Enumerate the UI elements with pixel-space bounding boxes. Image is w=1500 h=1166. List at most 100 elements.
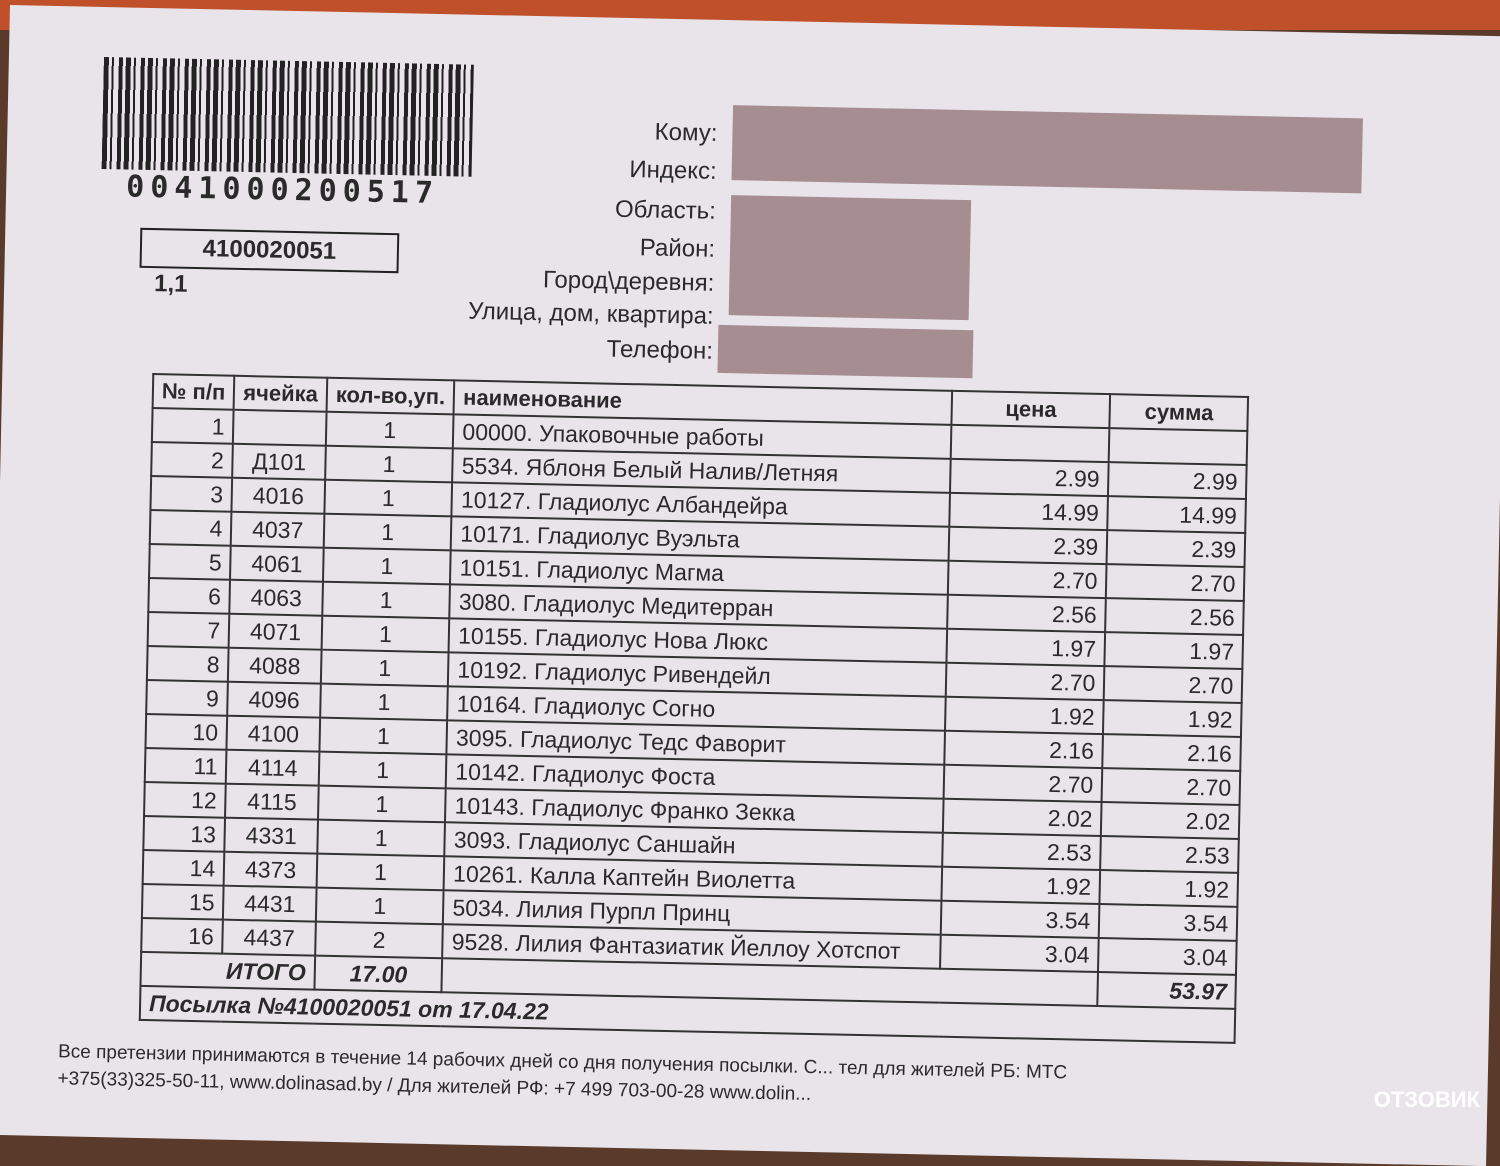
row-sum: 2.70 bbox=[1106, 564, 1245, 601]
row-number: 12 bbox=[144, 781, 227, 818]
row-cell: 4431 bbox=[223, 885, 317, 922]
row-qty: 1 bbox=[325, 411, 454, 449]
row-number: 2 bbox=[151, 442, 234, 478]
row-price: 3.54 bbox=[941, 900, 1100, 939]
row-sum: 2.02 bbox=[1101, 802, 1240, 839]
row-cell bbox=[233, 409, 327, 446]
redacted-area bbox=[728, 195, 972, 321]
row-price bbox=[950, 424, 1110, 463]
row-qty: 1 bbox=[320, 649, 449, 687]
col-number: № п/п bbox=[152, 374, 235, 410]
row-price: 2.16 bbox=[944, 730, 1104, 769]
row-number: 7 bbox=[147, 612, 230, 648]
row-cell: 4331 bbox=[224, 817, 318, 854]
row-qty: 1 bbox=[323, 513, 452, 551]
row-cell: 4061 bbox=[230, 545, 324, 582]
row-number: 9 bbox=[146, 680, 229, 716]
row-number: 3 bbox=[150, 476, 233, 512]
row-sum: 1.97 bbox=[1104, 632, 1244, 669]
row-qty: 1 bbox=[320, 683, 449, 721]
row-sum: 14.99 bbox=[1107, 496, 1247, 533]
row-price: 1.92 bbox=[945, 696, 1104, 735]
address-label: Индекс: bbox=[629, 156, 717, 185]
row-price: 2.39 bbox=[948, 526, 1108, 565]
row-qty: 1 bbox=[325, 445, 454, 483]
watermark-logo: ОТЗОВИК bbox=[1373, 1087, 1480, 1112]
row-price: 2.70 bbox=[948, 560, 1107, 599]
parcel-sub-number: 1,1 bbox=[153, 270, 188, 298]
col-qty: кол-во,уп. bbox=[326, 377, 455, 415]
row-price: 14.99 bbox=[949, 492, 1109, 531]
row-sum: 2.16 bbox=[1102, 734, 1242, 771]
row-cell: 4437 bbox=[222, 919, 316, 956]
row-number: 5 bbox=[149, 544, 232, 580]
row-qty: 1 bbox=[316, 853, 445, 891]
row-qty: 1 bbox=[324, 479, 453, 517]
row-sum: 2.53 bbox=[1100, 836, 1240, 873]
parcel-number-box: 4100020051 bbox=[139, 227, 400, 274]
row-cell: 4037 bbox=[231, 511, 325, 548]
row-cell: 4115 bbox=[225, 783, 319, 820]
row-number: 13 bbox=[143, 815, 226, 852]
col-cell: ячейка bbox=[233, 375, 328, 412]
row-sum: 3.04 bbox=[1098, 938, 1237, 975]
row-cell: 4016 bbox=[231, 477, 326, 514]
address-label: Область: bbox=[614, 195, 717, 225]
row-price: 2.70 bbox=[946, 662, 1105, 701]
footer-note: Все претензии принимаются в течение 14 р… bbox=[57, 1038, 1067, 1113]
col-sum: сумма bbox=[1109, 394, 1249, 432]
row-sum: 2.99 bbox=[1108, 462, 1247, 499]
row-qty: 1 bbox=[319, 717, 448, 755]
row-price: 2.56 bbox=[947, 594, 1107, 633]
items-table: № п/п ячейка кол-во,уп. наименование цен… bbox=[139, 373, 1250, 1044]
shipping-label: 0041000200517 4100020051 1,1 Кому: Индек… bbox=[0, 5, 1500, 1166]
row-cell: 4373 bbox=[223, 851, 318, 888]
total-qty: 17.00 bbox=[314, 955, 443, 993]
row-number: 6 bbox=[148, 578, 231, 614]
row-cell: Д101 bbox=[232, 443, 326, 480]
col-price: цена bbox=[951, 390, 1111, 429]
barcode-number: 0041000200517 bbox=[125, 169, 440, 212]
row-price: 2.53 bbox=[942, 832, 1102, 871]
row-qty: 1 bbox=[322, 581, 451, 619]
barcode bbox=[101, 56, 474, 177]
row-number: 10 bbox=[145, 714, 228, 750]
address-label: Район: bbox=[639, 234, 716, 263]
redacted-area bbox=[717, 324, 974, 379]
row-cell: 4114 bbox=[226, 749, 320, 786]
row-sum: 1.92 bbox=[1099, 870, 1239, 907]
row-sum: 2.70 bbox=[1103, 666, 1243, 703]
row-number: 15 bbox=[141, 883, 224, 920]
row-cell: 4096 bbox=[227, 681, 321, 718]
row-qty: 1 bbox=[317, 819, 446, 857]
row-qty: 1 bbox=[317, 785, 446, 823]
row-sum: 2.39 bbox=[1106, 530, 1246, 567]
row-qty: 1 bbox=[318, 751, 447, 789]
total-sum: 53.97 bbox=[1097, 972, 1237, 1009]
row-number: 8 bbox=[146, 646, 229, 682]
row-price: 3.04 bbox=[940, 934, 1099, 973]
row-price: 1.97 bbox=[946, 628, 1106, 667]
row-cell: 4100 bbox=[226, 715, 321, 752]
row-qty: 2 bbox=[315, 921, 444, 959]
row-sum bbox=[1108, 428, 1248, 466]
row-cell: 4088 bbox=[228, 647, 322, 684]
row-price: 2.70 bbox=[943, 764, 1103, 803]
row-price: 2.99 bbox=[950, 458, 1109, 497]
row-cell: 4063 bbox=[229, 579, 323, 616]
row-number: 14 bbox=[142, 849, 225, 886]
row-qty: 1 bbox=[315, 887, 444, 925]
address-label: Улица, дом, квартира: bbox=[467, 297, 714, 330]
row-number: 16 bbox=[141, 917, 224, 954]
row-price: 1.92 bbox=[941, 866, 1101, 905]
row-cell: 4071 bbox=[228, 613, 323, 650]
address-label: Телефон: bbox=[606, 335, 714, 365]
row-number: 11 bbox=[144, 748, 227, 784]
redacted-area bbox=[731, 105, 1363, 194]
total-label: ИТОГО bbox=[140, 951, 316, 990]
address-label: Город\деревня: bbox=[542, 266, 715, 297]
row-price: 2.02 bbox=[943, 798, 1102, 837]
address-label: Кому: bbox=[654, 118, 718, 147]
row-sum: 2.70 bbox=[1101, 768, 1241, 805]
row-qty: 1 bbox=[321, 615, 450, 653]
